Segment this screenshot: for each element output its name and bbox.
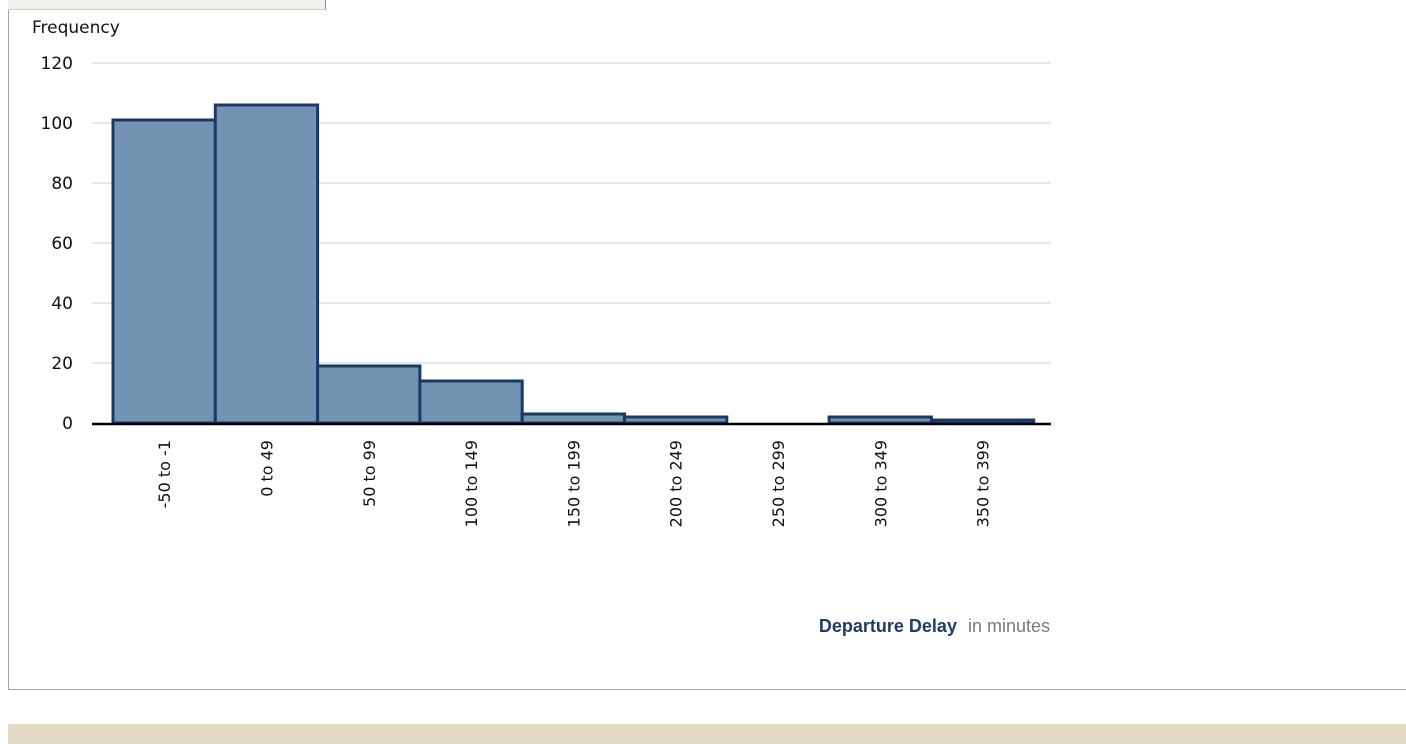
y-tick-label: 20 [51, 354, 73, 374]
bar [623, 415, 729, 425]
x-tick-label: 350 to 399 [974, 440, 993, 527]
bar [520, 412, 627, 425]
x-tick-label: 300 to 349 [871, 440, 890, 527]
footer-bar [8, 724, 1406, 744]
x-tick-label: 50 to 99 [360, 440, 379, 507]
panel-top-tab [8, 0, 326, 10]
x-tick-label: -50 to -1 [155, 440, 174, 508]
x-tick-label: 0 to 49 [257, 440, 276, 497]
bar [929, 418, 1036, 425]
y-tick-labels: 0 20 40 60 80 100 120 [41, 54, 73, 434]
y-tick-label: 40 [51, 294, 73, 314]
bar [316, 364, 422, 425]
x-tick-label: 250 to 299 [769, 440, 788, 527]
x-axis-title: Departure Delay [819, 616, 957, 636]
x-axis-label: Departure Delay in minutes [819, 616, 1050, 636]
y-tick-label: 60 [51, 234, 73, 254]
y-tick-label: 80 [51, 174, 73, 194]
x-tick-label: 150 to 199 [564, 440, 583, 527]
bar [418, 379, 524, 425]
bars [111, 103, 1036, 425]
bar [213, 103, 320, 425]
y-tick-label: 120 [41, 54, 73, 74]
x-tick-label: 100 to 149 [462, 440, 481, 527]
x-tick-labels: -50 to -1 0 to 49 50 to 99 100 to 149 150 to… [155, 440, 992, 527]
bar [111, 118, 217, 425]
x-tick-label: 200 to 249 [667, 440, 686, 527]
bar [827, 415, 933, 425]
y-tick-label: 0 [62, 414, 73, 434]
y-tick-label: 100 [41, 114, 73, 134]
y-axis-label: Frequency [32, 18, 120, 38]
x-axis-unit: in minutes [968, 616, 1050, 636]
